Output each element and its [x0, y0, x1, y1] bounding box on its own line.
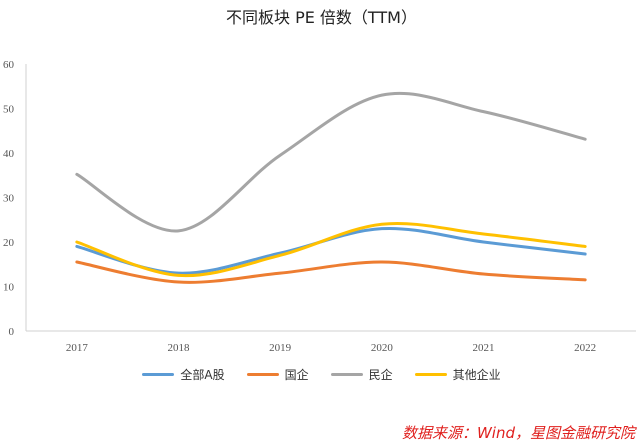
legend-swatch	[246, 373, 279, 376]
chart-title: 不同板块 PE 倍数（TTM）	[225, 8, 417, 27]
y-tick-label: 50	[3, 104, 15, 116]
legend-label: 全部A股	[180, 368, 225, 382]
legend-label: 民企	[368, 368, 393, 382]
legend-label: 国企	[284, 368, 309, 382]
y-tick-label: 30	[3, 193, 15, 205]
legend-label: 其他企业	[452, 368, 501, 382]
series-line-2	[75, 91, 587, 233]
series-line-1	[75, 260, 587, 284]
y-tick-label: 0	[9, 326, 15, 338]
x-tick-label: 2021	[473, 342, 495, 354]
legend-item: 民企	[330, 366, 393, 383]
x-tick-label: 2019	[269, 342, 292, 354]
x-tick-label: 2022	[574, 342, 596, 354]
legend-item: 国企	[246, 366, 309, 383]
x-tick-label: 2017	[66, 342, 89, 354]
series-line-3	[75, 221, 587, 278]
y-tick-label: 20	[3, 237, 15, 249]
legend: 全部A股 国企 民企 其他企业	[0, 366, 643, 383]
legend-swatch	[330, 373, 363, 376]
y-tick-label: 10	[3, 282, 15, 294]
source-note: 数据来源：Wind，星图金融研究院	[401, 424, 635, 442]
y-tick-label: 60	[3, 59, 15, 71]
legend-item: 其他企业	[414, 366, 501, 383]
x-tick-label: 2018	[168, 342, 191, 354]
legend-item: 全部A股	[142, 366, 225, 383]
legend-swatch	[414, 373, 447, 376]
legend-swatch	[142, 373, 175, 376]
y-tick-label: 40	[3, 148, 15, 160]
x-tick-label: 2020	[371, 342, 394, 354]
